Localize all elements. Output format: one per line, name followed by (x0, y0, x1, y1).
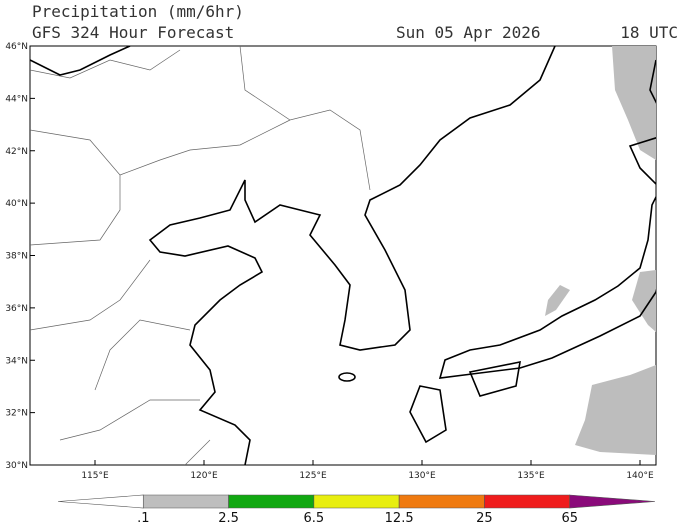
map (29, 45, 657, 466)
lon-label: 130°E (408, 471, 436, 481)
lon-label: 125°E (299, 471, 327, 481)
colorbar-segment (569, 494, 656, 509)
colorbar-label: 65 (561, 511, 578, 525)
time: 18 UTC (620, 23, 678, 42)
colorbar-segment (398, 494, 485, 509)
lon-label: 120°E (190, 471, 218, 481)
colorbar-label: 2.5 (218, 511, 239, 525)
date: Sun 05 Apr 2026 (396, 23, 541, 42)
lat-label: 44°N (5, 94, 28, 104)
colorbar-label: 12.5 (385, 511, 414, 525)
lat-label: 46°N (5, 42, 28, 52)
lon-label: 135°E (517, 471, 545, 481)
colorbar-segment (57, 494, 144, 509)
lat-label: 42°N (5, 147, 28, 157)
lon-label: 140°E (626, 471, 654, 481)
lat-label: 36°N (5, 304, 28, 314)
colorbar: .1 2.5 6.5 12.5 25 65 (57, 494, 656, 525)
colorbar-segment (313, 494, 400, 509)
colorbar-segment (228, 494, 315, 509)
lat-label: 34°N (5, 356, 28, 366)
lon-label: 115°E (81, 471, 109, 481)
colorbar-segment (142, 494, 229, 509)
title: Precipitation (mm/6hr) (32, 2, 244, 21)
model: GFS 324 Hour Forecast (32, 23, 234, 42)
colorbar-label: 25 (476, 511, 493, 525)
colorbar-label: .1 (137, 511, 149, 525)
colorbar-label: 6.5 (304, 511, 325, 525)
lat-label: 38°N (5, 252, 28, 262)
colorbar-segment (484, 494, 571, 509)
lat-label: 40°N (5, 199, 28, 209)
lat-label: 30°N (5, 461, 28, 471)
lat-label: 32°N (5, 409, 28, 419)
